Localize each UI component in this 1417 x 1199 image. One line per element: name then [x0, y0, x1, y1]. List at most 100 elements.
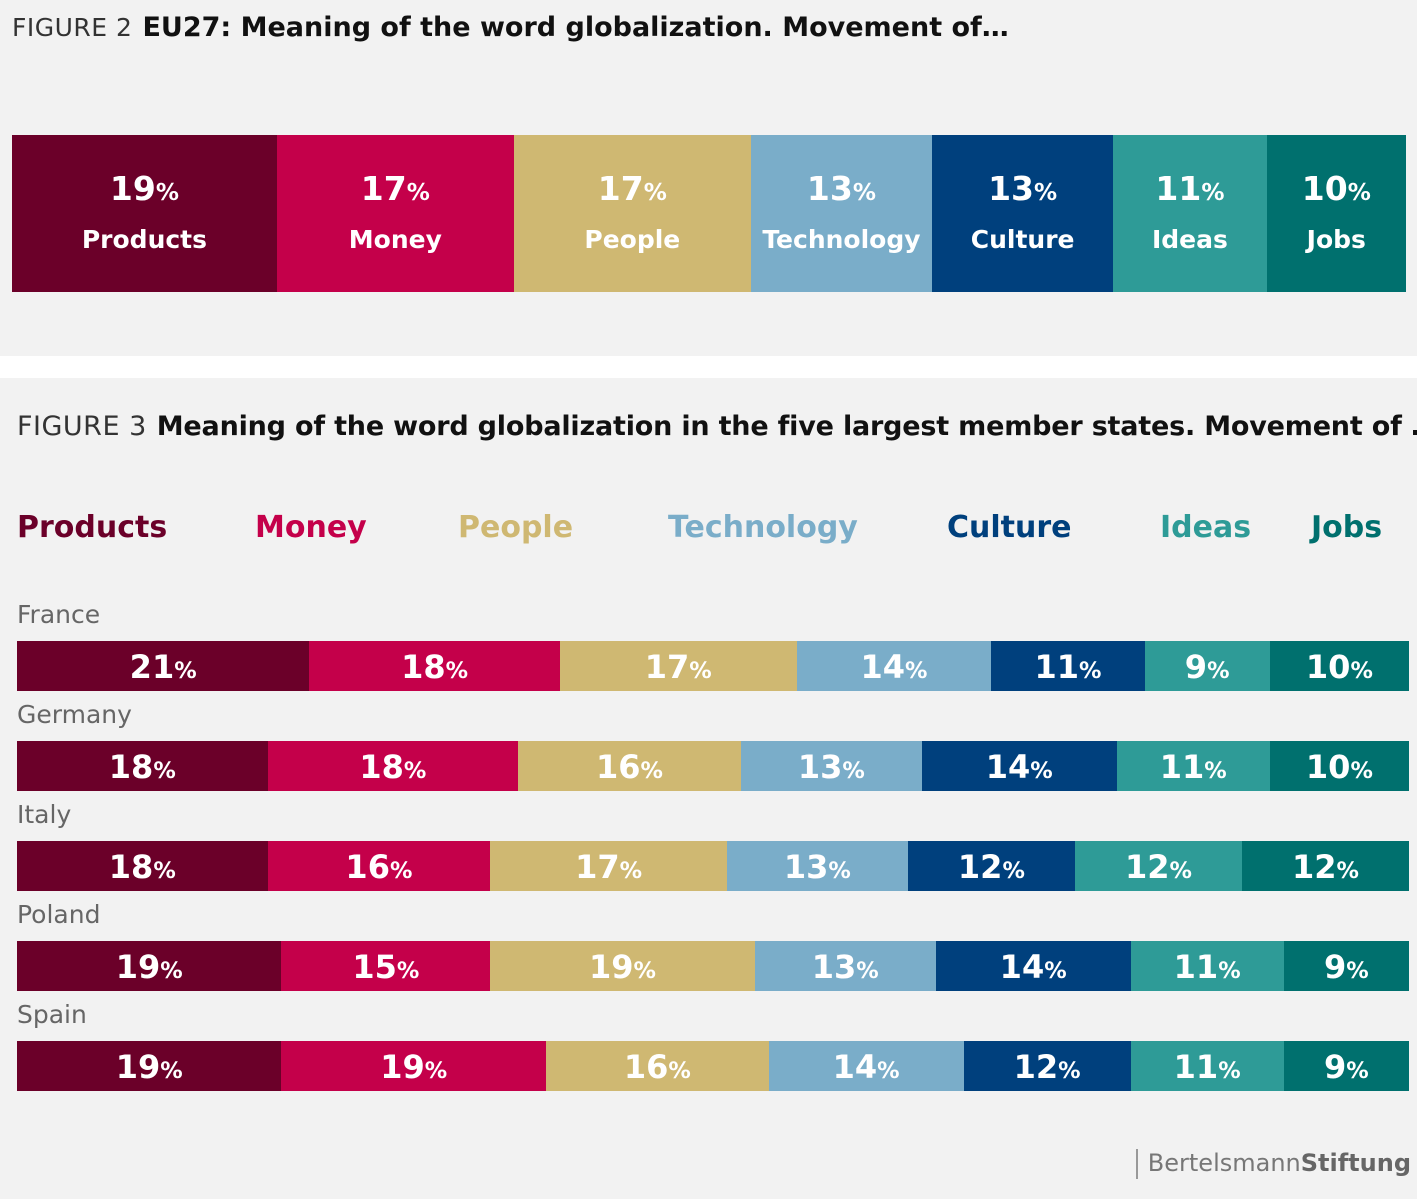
bar-italy-ideas: 12% [1074, 841, 1242, 891]
eu27-value-people: 17% [597, 169, 667, 208]
eu27-value-jobs: 10% [1301, 169, 1371, 208]
bar-spain-people: 16% [545, 1041, 769, 1091]
legend-ideas: Ideas [1160, 510, 1252, 545]
bar-italy-people: 17% [490, 841, 727, 891]
bar-germany-culture: 14% [921, 741, 1117, 791]
country-label-germany: Germany [17, 700, 132, 729]
bar-italy-money: 16% [267, 841, 491, 891]
country-label-france: France [17, 600, 101, 629]
value-italy-jobs: 12% [1291, 848, 1359, 886]
eu27-bar-jobs: 10% Jobs [1266, 135, 1406, 292]
value-poland-jobs: 9% [1324, 948, 1369, 986]
value-spain-technology: 14% [832, 1048, 900, 1086]
bar-poland-money: 15% [281, 941, 491, 991]
bar-italy-culture: 12% [907, 841, 1075, 891]
country-bar-france: 21% 18% 17% 14% 11% 9% 10% [17, 641, 1409, 691]
figure-2-panel: FIGURE 2 EU27: Meaning of the word global… [0, 0, 1417, 356]
value-france-people: 17% [644, 648, 712, 686]
figure-3-label: FIGURE 3 [17, 411, 147, 442]
bar-germany-jobs: 10% [1269, 741, 1409, 791]
bar-germany-ideas: 11% [1116, 741, 1270, 791]
eu27-category-jobs: Jobs [1306, 225, 1366, 254]
value-italy-products: 18% [108, 848, 176, 886]
eu27-category-people: People [584, 225, 681, 254]
country-label-spain: Spain [17, 1000, 87, 1029]
legend-people: People [458, 510, 574, 545]
bar-germany-products: 18% [17, 741, 268, 791]
value-italy-money: 16% [345, 848, 413, 886]
country-bar-spain: 19% 19% 16% 14% 12% 11% 9% [17, 1041, 1409, 1091]
value-spain-products: 19% [115, 1048, 183, 1086]
value-poland-culture: 14% [999, 948, 1067, 986]
bar-france-jobs: 10% [1269, 641, 1409, 691]
country-bar-germany: 18% 18% 16% 13% 14% 11% 10% [17, 741, 1409, 791]
eu27-bar-people: 17% People [513, 135, 751, 292]
value-germany-money: 18% [359, 748, 427, 786]
eu27-value-money: 17% [360, 169, 430, 208]
bar-spain-technology: 14% [768, 1041, 964, 1091]
legend-technology: Technology [668, 510, 858, 545]
eu27-category-products: Products [81, 225, 208, 254]
eu27-bar-technology: 13% Technology [750, 135, 933, 292]
logo-text-stiftung: Stiftung [1300, 1149, 1411, 1177]
value-france-jobs: 10% [1305, 648, 1373, 686]
figure-3-heading: Meaning of the word globalization in the… [156, 411, 1417, 442]
bar-spain-money: 19% [281, 1041, 546, 1091]
value-poland-products: 19% [115, 948, 183, 986]
figure-2-title: FIGURE 2 EU27: Meaning of the word global… [12, 12, 1009, 43]
eu27-category-culture: Culture [970, 225, 1075, 254]
value-germany-jobs: 10% [1305, 748, 1373, 786]
value-france-ideas: 9% [1184, 648, 1230, 686]
value-spain-jobs: 9% [1324, 1048, 1369, 1086]
figure-2-label: FIGURE 2 [12, 13, 133, 42]
bar-spain-jobs: 9% [1283, 1041, 1409, 1091]
value-poland-money: 15% [352, 948, 420, 986]
figure-3-panel: FIGURE 3 Meaning of the word globalizatio… [0, 378, 1417, 1199]
eu27-value-technology: 13% [806, 169, 876, 208]
bar-spain-ideas: 11% [1130, 1041, 1284, 1091]
value-italy-ideas: 12% [1124, 848, 1192, 886]
value-spain-money: 19% [380, 1048, 448, 1086]
bar-spain-culture: 12% [963, 1041, 1131, 1091]
value-poland-ideas: 11% [1173, 948, 1241, 986]
value-poland-technology: 13% [811, 948, 879, 986]
value-germany-ideas: 11% [1159, 748, 1227, 786]
value-poland-people: 19% [589, 948, 656, 986]
legend-jobs: Jobs [1311, 510, 1383, 545]
eu27-bar-products: 19% Products [12, 135, 277, 292]
value-italy-culture: 12% [957, 848, 1025, 886]
country-label-poland: Poland [17, 900, 101, 929]
logo-divider [1135, 1149, 1138, 1179]
value-france-culture: 11% [1034, 648, 1102, 686]
eu27-value-ideas: 11% [1155, 169, 1225, 208]
bar-spain-products: 19% [17, 1041, 282, 1091]
bar-france-ideas: 9% [1144, 641, 1270, 691]
bar-italy-technology: 13% [726, 841, 908, 891]
value-france-money: 18% [401, 648, 469, 686]
figure-3-title: FIGURE 3 Meaning of the word globalizatio… [17, 411, 1417, 442]
eu27-category-technology: Technology [762, 225, 921, 254]
legend-products: Products [17, 510, 168, 545]
eu27-stacked-bar: 19% Products 17% Money 17% People 13% Technolog… [12, 135, 1406, 292]
bar-poland-people: 19% [490, 941, 755, 991]
value-italy-people: 17% [575, 848, 643, 886]
value-italy-technology: 13% [783, 848, 851, 886]
bar-france-culture: 11% [991, 641, 1145, 691]
eu27-category-money: Money [348, 225, 442, 254]
bar-germany-people: 16% [518, 741, 741, 791]
value-germany-products: 18% [108, 748, 176, 786]
eu27-bar-ideas: 11% Ideas [1113, 135, 1267, 292]
bertelsmann-stiftung-logo: BertelsmannStiftung [1135, 1149, 1411, 1179]
bar-france-technology: 14% [796, 641, 992, 691]
bar-italy-jobs: 12% [1241, 841, 1409, 891]
bar-italy-products: 18% [17, 841, 268, 891]
country-label-italy: Italy [17, 800, 72, 829]
value-spain-people: 16% [623, 1048, 691, 1086]
logo-text-bertelsmann: Bertelsmann [1147, 1149, 1301, 1177]
value-spain-ideas: 11% [1173, 1048, 1241, 1086]
eu27-value-products: 19% [109, 169, 179, 208]
value-germany-people: 16% [595, 748, 663, 786]
bar-france-products: 21% [17, 641, 310, 691]
legend-culture: Culture [947, 510, 1072, 545]
eu27-value-culture: 13% [988, 169, 1058, 208]
